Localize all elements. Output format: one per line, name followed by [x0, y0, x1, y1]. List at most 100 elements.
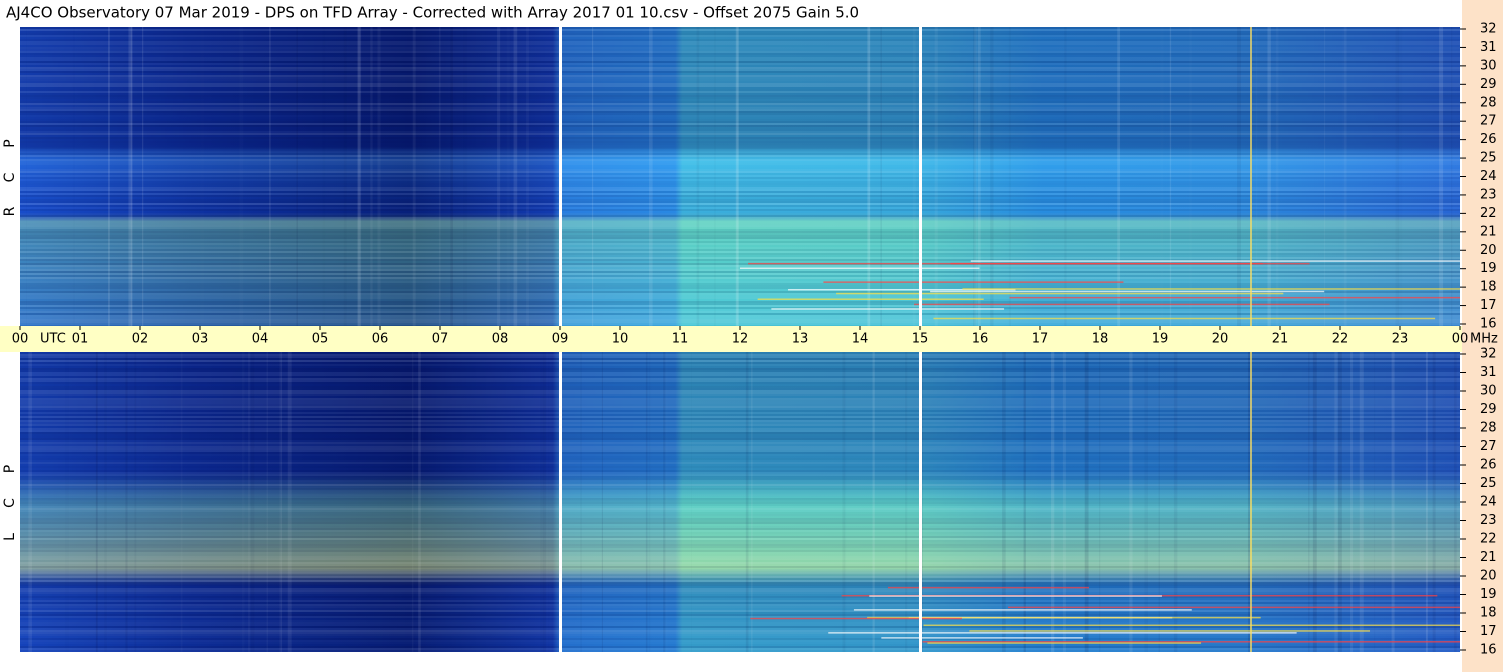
texture-stripe — [20, 71, 1460, 73]
texture-stripe — [20, 598, 1460, 600]
texture-stripe — [20, 414, 1460, 416]
texture-stripe — [20, 61, 1460, 63]
texture-column — [1439, 27, 1444, 326]
interference-line — [933, 317, 1436, 320]
y-tick-label: 18 — [1480, 280, 1497, 295]
texture-stripe — [20, 540, 1460, 542]
texture-stripe — [20, 474, 1460, 476]
texture-column — [974, 27, 977, 326]
texture-stripe — [20, 245, 1460, 247]
texture-column — [977, 27, 981, 326]
texture-column — [242, 352, 245, 652]
texture-stripe — [20, 472, 1460, 474]
texture-column — [1158, 352, 1160, 652]
texture-column — [1189, 27, 1192, 326]
texture-stripe — [20, 295, 1460, 297]
texture-stripe — [20, 576, 1460, 578]
texture-stripe — [20, 374, 1460, 376]
x-tick-label: 17 — [1032, 332, 1049, 347]
texture-stripe — [20, 390, 1460, 392]
texture-column — [665, 352, 668, 652]
interference-line — [823, 281, 1124, 283]
y-tick-label: 31 — [1480, 40, 1497, 55]
texture-column — [95, 352, 98, 652]
texture-column — [125, 352, 128, 652]
texture-stripe — [20, 251, 1460, 253]
texture-stripe — [20, 181, 1460, 183]
texture-stripe — [20, 191, 1460, 193]
texture-stripe — [20, 63, 1460, 65]
texture-stripe — [20, 47, 1460, 49]
texture-stripe — [20, 135, 1460, 137]
texture-stripe — [20, 428, 1460, 430]
texture-stripe — [20, 109, 1460, 111]
texture-stripe — [20, 85, 1460, 87]
frequency-unit: MHz — [1470, 332, 1498, 347]
texture-column — [592, 27, 594, 326]
texture-stripe — [20, 362, 1460, 364]
texture-stripe — [20, 291, 1460, 293]
texture-stripe — [20, 27, 1460, 29]
texture-column — [1129, 352, 1133, 652]
texture-column — [250, 352, 255, 652]
texture-stripe — [20, 237, 1460, 239]
texture-stripe — [20, 446, 1460, 448]
texture-stripe — [20, 199, 1460, 201]
texture-column — [648, 352, 650, 652]
y-tick-label: 17 — [1480, 298, 1497, 313]
interference-line — [739, 267, 980, 270]
texture-stripe — [20, 452, 1460, 454]
texture-stripe — [20, 356, 1460, 358]
texture-column — [142, 27, 144, 326]
texture-stripe — [20, 265, 1460, 267]
texture-column — [1342, 27, 1344, 326]
x-tick-label: 21 — [1272, 332, 1289, 347]
texture-column — [323, 27, 326, 326]
texture-stripe — [20, 366, 1460, 368]
texture-stripe — [20, 231, 1460, 233]
texture-stripe — [20, 388, 1460, 390]
texture-stripe — [20, 315, 1460, 317]
texture-column — [934, 27, 938, 326]
texture-stripe — [20, 544, 1460, 546]
texture-stripe — [20, 113, 1460, 115]
texture-stripe — [20, 444, 1460, 446]
texture-stripe — [20, 207, 1460, 209]
texture-stripe — [20, 516, 1460, 518]
texture-stripe — [20, 596, 1460, 598]
interference-line — [962, 288, 1460, 290]
texture-stripe — [20, 285, 1460, 287]
texture-stripe — [20, 225, 1460, 227]
texture-stripe — [20, 394, 1460, 396]
texture-column — [134, 352, 136, 652]
texture-stripe — [20, 454, 1460, 456]
texture-stripe — [20, 430, 1460, 432]
y-tick-label: 16 — [1480, 317, 1497, 332]
texture-column — [548, 352, 550, 652]
texture-stripe — [20, 159, 1460, 161]
texture-stripe — [20, 504, 1460, 506]
texture-column — [745, 352, 749, 652]
texture-stripe — [20, 358, 1460, 360]
texture-column — [418, 352, 421, 652]
texture-stripe — [20, 524, 1460, 526]
texture-stripe — [20, 87, 1460, 89]
texture-stripe — [20, 89, 1460, 91]
texture-column — [357, 27, 362, 326]
texture-stripe — [20, 408, 1460, 410]
texture-stripe — [20, 217, 1460, 219]
interference-line — [969, 630, 1371, 632]
texture-column — [1062, 352, 1066, 652]
texture-stripe — [20, 448, 1460, 450]
texture-stripe — [20, 145, 1460, 147]
texture-column — [181, 352, 183, 652]
texture-stripe — [20, 111, 1460, 113]
texture-stripe — [20, 73, 1460, 75]
texture-stripe — [20, 227, 1460, 229]
interference-line — [1008, 606, 1460, 609]
texture-stripe — [20, 49, 1460, 51]
texture-column — [26, 27, 27, 326]
texture-stripe — [20, 398, 1460, 400]
texture-stripe — [20, 522, 1460, 524]
texture-stripe — [20, 119, 1460, 121]
